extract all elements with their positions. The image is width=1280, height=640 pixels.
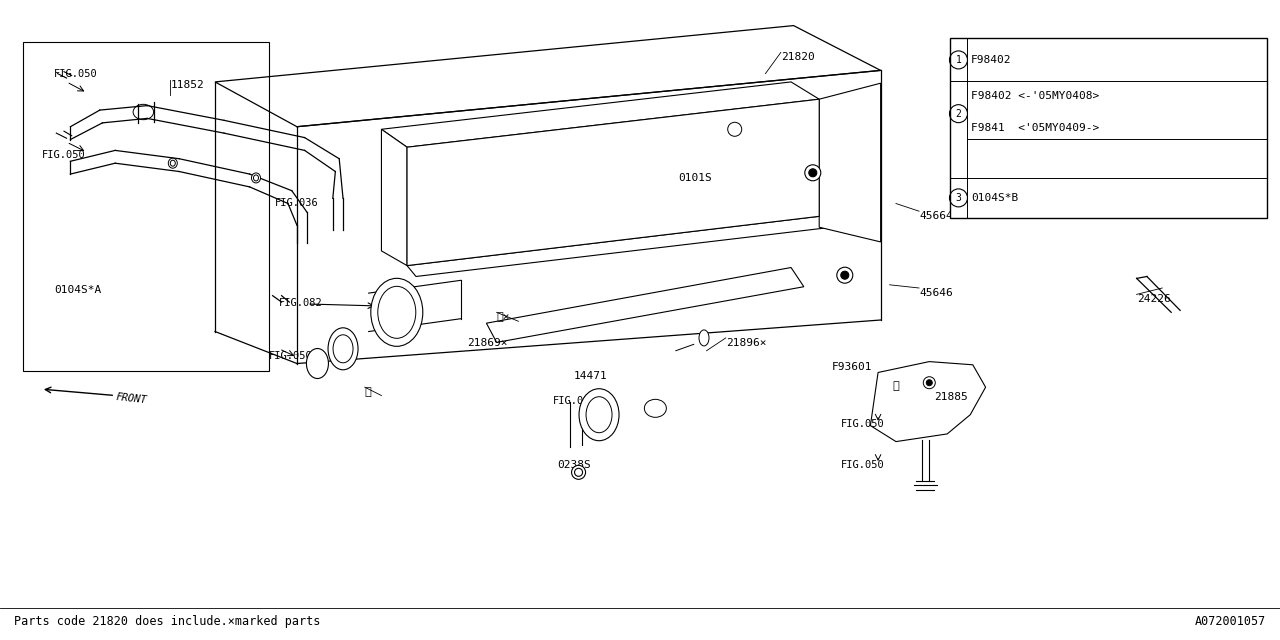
Text: FIG.050: FIG.050 bbox=[553, 396, 596, 406]
Polygon shape bbox=[407, 216, 832, 276]
Text: 45646: 45646 bbox=[919, 288, 952, 298]
Text: F93601: F93601 bbox=[832, 362, 873, 372]
Text: FIG.050: FIG.050 bbox=[42, 150, 86, 161]
Text: 2: 2 bbox=[956, 109, 961, 118]
Text: ②: ② bbox=[365, 387, 371, 397]
Text: FIG.036: FIG.036 bbox=[275, 198, 319, 209]
Polygon shape bbox=[870, 362, 986, 442]
Text: 1: 1 bbox=[956, 55, 961, 65]
Polygon shape bbox=[381, 82, 819, 147]
Circle shape bbox=[923, 377, 936, 388]
Text: FIG.050: FIG.050 bbox=[54, 69, 97, 79]
Circle shape bbox=[809, 169, 817, 177]
Circle shape bbox=[927, 380, 932, 386]
Text: 0101S: 0101S bbox=[678, 173, 712, 183]
Text: FIG.050: FIG.050 bbox=[841, 460, 884, 470]
Polygon shape bbox=[407, 99, 819, 266]
Circle shape bbox=[805, 164, 820, 180]
Text: FIG.050: FIG.050 bbox=[269, 351, 312, 361]
Circle shape bbox=[728, 122, 741, 136]
Text: ③: ③ bbox=[892, 381, 899, 391]
Ellipse shape bbox=[371, 278, 422, 346]
Ellipse shape bbox=[170, 160, 175, 166]
Ellipse shape bbox=[644, 399, 667, 417]
Ellipse shape bbox=[168, 158, 178, 168]
Circle shape bbox=[837, 268, 852, 283]
Ellipse shape bbox=[572, 465, 585, 479]
Text: Parts code 21820 does include.×marked parts: Parts code 21820 does include.×marked pa… bbox=[14, 615, 320, 628]
Ellipse shape bbox=[328, 328, 358, 370]
Text: 0104S*A: 0104S*A bbox=[54, 285, 101, 295]
Text: FIG.082: FIG.082 bbox=[279, 298, 323, 308]
Text: 21820: 21820 bbox=[781, 52, 814, 63]
Text: ①×: ①× bbox=[497, 312, 511, 323]
Text: 24226: 24226 bbox=[1137, 294, 1170, 305]
Text: 45664: 45664 bbox=[919, 211, 952, 221]
Text: F98402 <-'05MY0408>: F98402 <-'05MY0408> bbox=[972, 91, 1100, 100]
Text: 14471: 14471 bbox=[573, 371, 607, 381]
Text: FIG.050: FIG.050 bbox=[841, 419, 884, 429]
Text: 21869×: 21869× bbox=[467, 338, 508, 348]
Polygon shape bbox=[819, 83, 881, 242]
Text: FRONT: FRONT bbox=[115, 392, 147, 406]
Text: F9841  <'05MY0409->: F9841 <'05MY0409-> bbox=[972, 123, 1100, 133]
Ellipse shape bbox=[575, 468, 582, 476]
Polygon shape bbox=[950, 38, 1267, 218]
Text: 11852: 11852 bbox=[170, 80, 204, 90]
Ellipse shape bbox=[251, 173, 261, 183]
Circle shape bbox=[841, 271, 849, 279]
Text: 21896×: 21896× bbox=[726, 338, 767, 348]
Polygon shape bbox=[486, 268, 804, 342]
Ellipse shape bbox=[306, 349, 329, 378]
Text: F98402: F98402 bbox=[972, 55, 1011, 65]
Ellipse shape bbox=[579, 388, 620, 441]
Text: A072001057: A072001057 bbox=[1194, 615, 1266, 628]
Text: 21885: 21885 bbox=[934, 392, 968, 402]
Text: 0104S*B: 0104S*B bbox=[972, 193, 1019, 203]
Text: 3: 3 bbox=[956, 193, 961, 203]
Text: 0238S: 0238S bbox=[557, 460, 590, 470]
Polygon shape bbox=[381, 129, 407, 266]
Ellipse shape bbox=[699, 330, 709, 346]
Ellipse shape bbox=[253, 175, 259, 181]
